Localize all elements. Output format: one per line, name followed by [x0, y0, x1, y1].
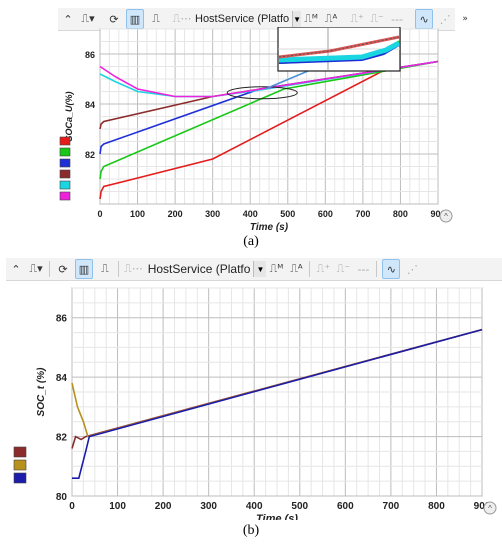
toolbar-a: ⌃ ⎍▾ ⟳ ▥ ⎍ ⎍⋯ HostService (Platfo ▼ ⎍ᴹ ⎍… — [58, 8, 468, 31]
scatter-wave-icon[interactable]: ⋰ — [406, 262, 418, 276]
cursor-m-icon[interactable]: ⎍ᴹ — [304, 12, 318, 25]
pulse-dropdown-icon[interactable]: ⎍▾ — [81, 12, 95, 25]
legend-swatch-3 — [13, 472, 27, 484]
x-tick-label: 300 — [200, 501, 217, 512]
chart-b: 0 100 200 300 400 500 600 700 800 900 80 82 84 86 Time… — [13, 287, 497, 520]
legend-swatch-6 — [59, 191, 71, 201]
y-tick-label: 86 — [85, 50, 95, 60]
bar-view-icon[interactable]: ▥ — [75, 259, 93, 279]
cursor-minus-icon[interactable]: ⎍⁻ — [336, 262, 351, 275]
legend-swatch-2 — [13, 459, 27, 471]
x-tick-label: 200 — [168, 209, 183, 219]
x-tick-label: 500 — [280, 209, 295, 219]
zoom-highlight-ellipse — [226, 86, 298, 100]
toolbar-separator — [118, 261, 119, 277]
legend-swatch-5 — [59, 180, 71, 190]
refresh-icon[interactable]: ⟳ — [58, 262, 68, 276]
dash-icon[interactable]: --- — [391, 12, 404, 26]
y-axis-label: SOC_t (%) — [36, 367, 47, 417]
cursor-a-icon[interactable]: ⎍ᴬ — [324, 12, 338, 25]
y-axis-label: SOCa_U(%) — [64, 91, 74, 141]
x-tick-label: 100 — [130, 209, 145, 219]
x-tick-label: 900 — [474, 501, 491, 512]
toolbar-separator — [376, 261, 378, 277]
x-tick-label: 600 — [337, 501, 354, 512]
step-view-icon[interactable]: ⎍ — [152, 12, 160, 25]
host-service-label: HostService (Platfo — [195, 13, 290, 25]
series-line-3 — [72, 328, 483, 479]
scroll-up-icon — [439, 209, 453, 223]
y-tick-label: 82 — [85, 150, 95, 160]
inset-series-cyan — [278, 40, 401, 63]
host-service-select[interactable]: HostService (Platfo — [145, 261, 254, 277]
grid — [71, 287, 483, 497]
pulse-dropdown-icon[interactable]: ⎍▾ — [29, 262, 43, 275]
chart-panel-b: ⌃ ⎍▾ ⟳ ▥ ⎍ ⎍⋯ HostService (Platfo ▼ ⎍ᴹ ⎍… — [0, 256, 502, 520]
refresh-icon[interactable]: ⟳ — [109, 12, 119, 26]
step-view-icon[interactable]: ⎍ — [101, 262, 109, 275]
scatter-wave-icon[interactable]: ⋰ — [439, 12, 451, 26]
host-service-select[interactable]: HostService (Platfo — [192, 11, 292, 27]
x-tick-label: 100 — [109, 501, 126, 512]
host-service-label: HostService (Platfo — [147, 262, 251, 276]
chart-panel-a: ⌃ ⎍▾ ⟳ ▥ ⎍ ⎍⋯ HostService (Platfo ▼ ⎍ᴹ ⎍… — [0, 0, 468, 232]
legend-swatch-3 — [59, 158, 71, 168]
x-tick-label: 300 — [205, 209, 220, 219]
y-tick-label: 84 — [56, 373, 68, 384]
toolbar-b: ⌃ ⎍▾ ⟳ ▥ ⎍ ⎍⋯ HostService (Platfo ▼ ⎍ᴹ ⎍… — [6, 258, 502, 281]
inset-zoom-box — [277, 27, 401, 72]
cursor-m-icon[interactable]: ⎍ᴹ — [269, 262, 284, 275]
x-axis-label: Time (s) — [256, 513, 298, 520]
x-tick-label: 200 — [155, 501, 172, 512]
x-tick-label: 700 — [383, 501, 400, 512]
zoom-icon[interactable]: ⌃ — [11, 262, 21, 276]
x-tick-label: 600 — [318, 209, 333, 219]
overflow-icon[interactable]: » — [462, 14, 468, 24]
x-tick-label: 500 — [291, 501, 308, 512]
zoom-pointer-arrow — [264, 70, 309, 90]
x-tick-label: 400 — [246, 501, 263, 512]
x-tick-label: 700 — [355, 209, 370, 219]
x-tick-label: 800 — [428, 501, 445, 512]
legend-swatch-4 — [59, 169, 71, 179]
y-tick-label: 82 — [56, 433, 68, 444]
wave-icon[interactable]: ∿ — [382, 259, 401, 279]
legend-swatch-1 — [59, 136, 71, 146]
scroll-up-icon — [483, 501, 497, 515]
x-tick-label: 800 — [393, 209, 408, 219]
step-marker-icon[interactable]: ⎍⋯ — [172, 12, 192, 25]
toolbar-separator — [49, 261, 50, 277]
series-line-6 — [99, 60, 439, 98]
legend-swatch-2 — [59, 147, 71, 157]
x-tick-label: 0 — [97, 209, 102, 219]
caption-b: (b) — [242, 523, 260, 538]
legend-swatch-1 — [13, 446, 27, 458]
zoom-icon[interactable]: ⌃ — [63, 12, 73, 26]
series-line-2 — [99, 60, 439, 180]
cursor-plus-icon[interactable]: ⎍⁺ — [350, 12, 364, 25]
x-tick-label: 900 — [430, 209, 445, 219]
cursor-plus-icon[interactable]: ⎍⁺ — [316, 262, 331, 275]
step-marker-icon[interactable]: ⎍⋯ — [124, 262, 143, 275]
caption-a: (a) — [243, 234, 259, 249]
x-tick-label: 400 — [243, 209, 258, 219]
chevron-up-icon: ^ — [444, 212, 448, 221]
chevron-up-icon: ^ — [488, 504, 492, 513]
x-tick-label: 0 — [69, 501, 75, 512]
chevron-down-icon[interactable]: ▼ — [292, 11, 302, 27]
chart-a: 0 100 200 300 400 500 600 700 800 900 82 84 86 Time (… — [59, 27, 453, 232]
wave-icon[interactable]: ∿ — [415, 9, 434, 29]
y-tick-label: 86 — [56, 314, 68, 325]
cursor-a-icon[interactable]: ⎍ᴬ — [290, 262, 303, 275]
y-tick-label: 84 — [85, 100, 95, 110]
toolbar-separator — [309, 261, 311, 277]
bar-view-icon[interactable]: ▥ — [126, 9, 144, 29]
x-axis-label: Time (s) — [250, 222, 289, 232]
cursor-minus-icon[interactable]: ⎍⁻ — [370, 12, 384, 25]
inset-series-dark — [278, 36, 400, 58]
chevron-down-icon[interactable]: ▼ — [253, 261, 267, 277]
dash-icon[interactable]: --- — [357, 262, 370, 276]
y-tick-label: 80 — [56, 492, 68, 503]
